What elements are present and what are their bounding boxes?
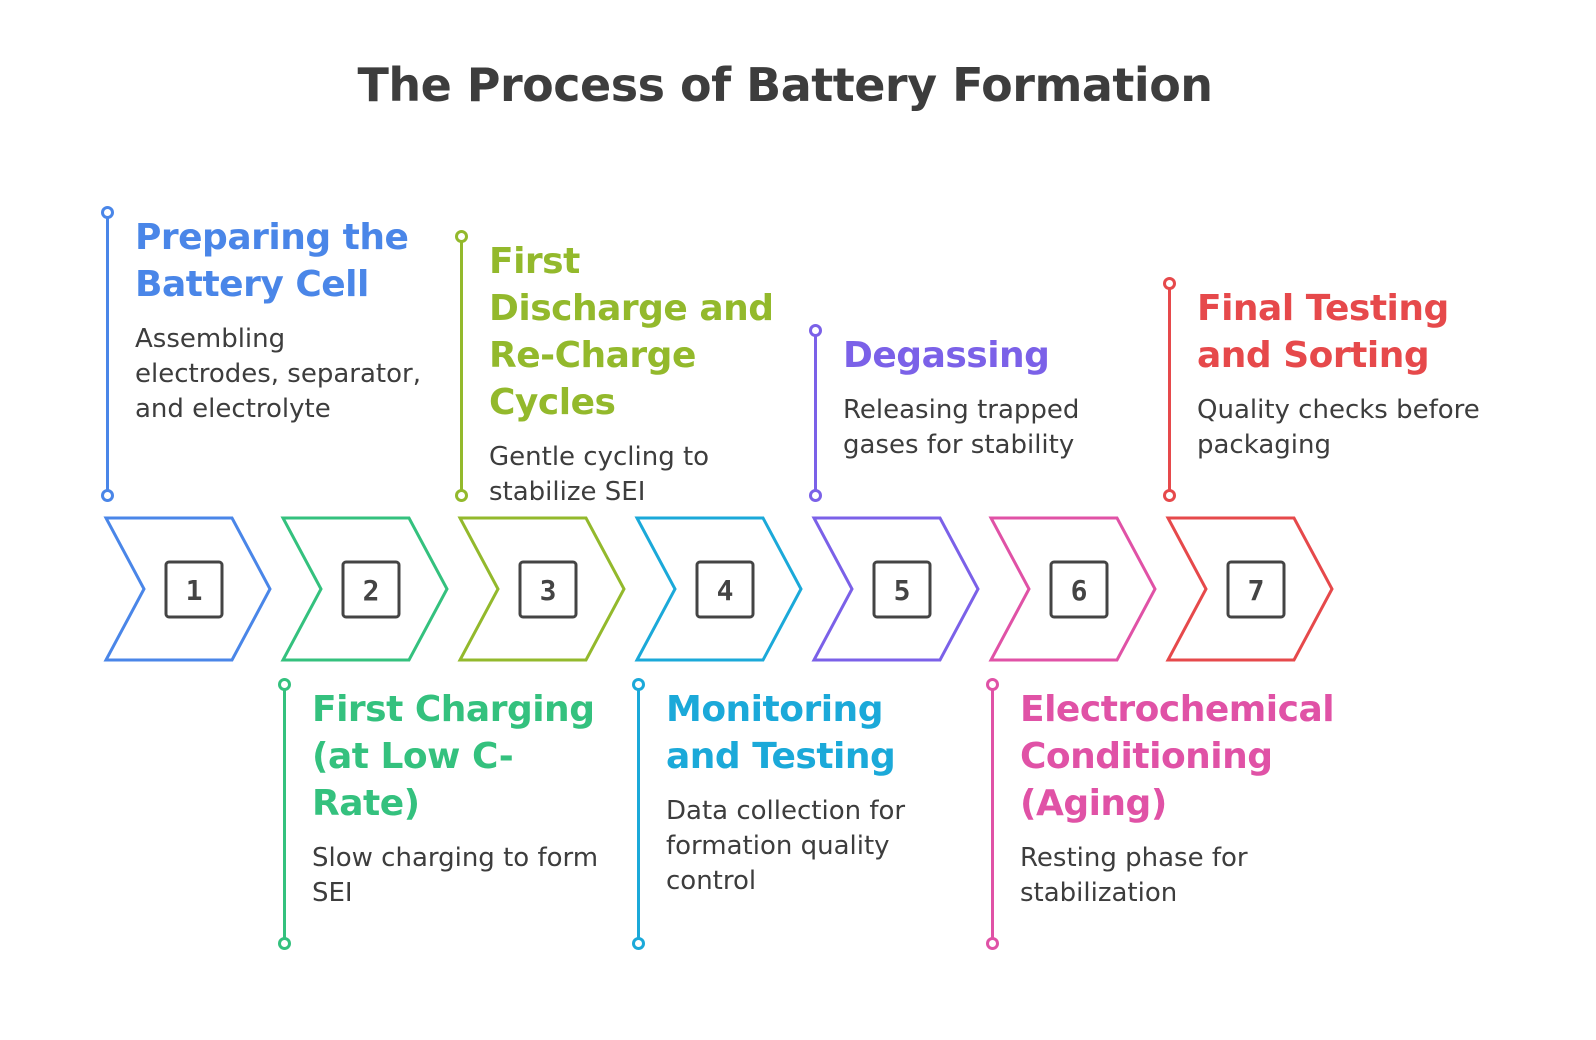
step-description: Quality checks before packaging [1197,395,1480,460]
connector-line [637,684,640,943]
chevron-step-1 [103,516,272,662]
chevron-step-2 [280,516,449,662]
step-title: First Charging (at Low C-Rate) [312,689,595,824]
step-title: Monitoring and Testing [666,689,896,777]
step-number: 2 [363,574,380,607]
connector-dot [278,937,291,950]
step-description: Data collection for formation quality co… [666,796,906,896]
connector-dot [101,489,114,502]
step-description: Resting phase for stabilization [1020,843,1248,908]
step-number-box [341,560,401,619]
chevron-step-7 [1165,516,1334,662]
step-number: 4 [717,574,734,607]
step-number: 6 [1071,574,1088,607]
step-description: Assembling electrodes, separator, and el… [135,324,421,424]
chevron-step-6 [988,516,1157,662]
step-title: Final Testing and Sorting [1197,288,1449,376]
step-number: 3 [540,574,557,607]
connector-dot [986,937,999,950]
connector-dot [1163,489,1176,502]
step-number-box [695,560,755,619]
step-title: First Discharge and Re-Charge Cycles [489,241,774,423]
step-title: Degassing [843,335,1050,376]
connector-dot [101,206,114,219]
connector-dot [632,937,645,950]
connector-dot [455,230,468,243]
connector-dot [809,324,822,337]
step-number-box [1226,560,1286,619]
connector-dot [278,678,291,691]
step-number: 5 [894,574,911,607]
connector-dot [1163,277,1176,290]
step-description: Slow charging to form SEI [312,843,599,908]
step-title: Electrochemical Conditioning (Aging) [1020,689,1335,824]
connector-dot [632,678,645,691]
connector-line [991,684,994,943]
step-number-box [872,560,932,619]
connector-line [283,684,286,943]
chevron-step-5 [811,516,980,662]
connector-dot [986,678,999,691]
step-number: 1 [186,574,203,607]
connector-dot [809,489,822,502]
chevron-step-3 [457,516,626,662]
step-title: Preparing the Battery Cell [135,217,409,305]
step-description: Releasing trapped gases for stability [843,395,1080,460]
chevron-step-4 [634,516,803,662]
step-number: 7 [1248,574,1265,607]
step-number-box [1049,560,1109,619]
connector-line [1168,283,1171,495]
connector-line [460,236,463,495]
connector-dot [455,489,468,502]
step-number-box [518,560,578,619]
step-number-box [164,560,224,619]
connector-line [814,330,817,495]
connector-line [106,212,109,495]
step-description: Gentle cycling to stabilize SEI [489,442,710,507]
diagram-title: The Process of Battery Formation [357,58,1213,112]
